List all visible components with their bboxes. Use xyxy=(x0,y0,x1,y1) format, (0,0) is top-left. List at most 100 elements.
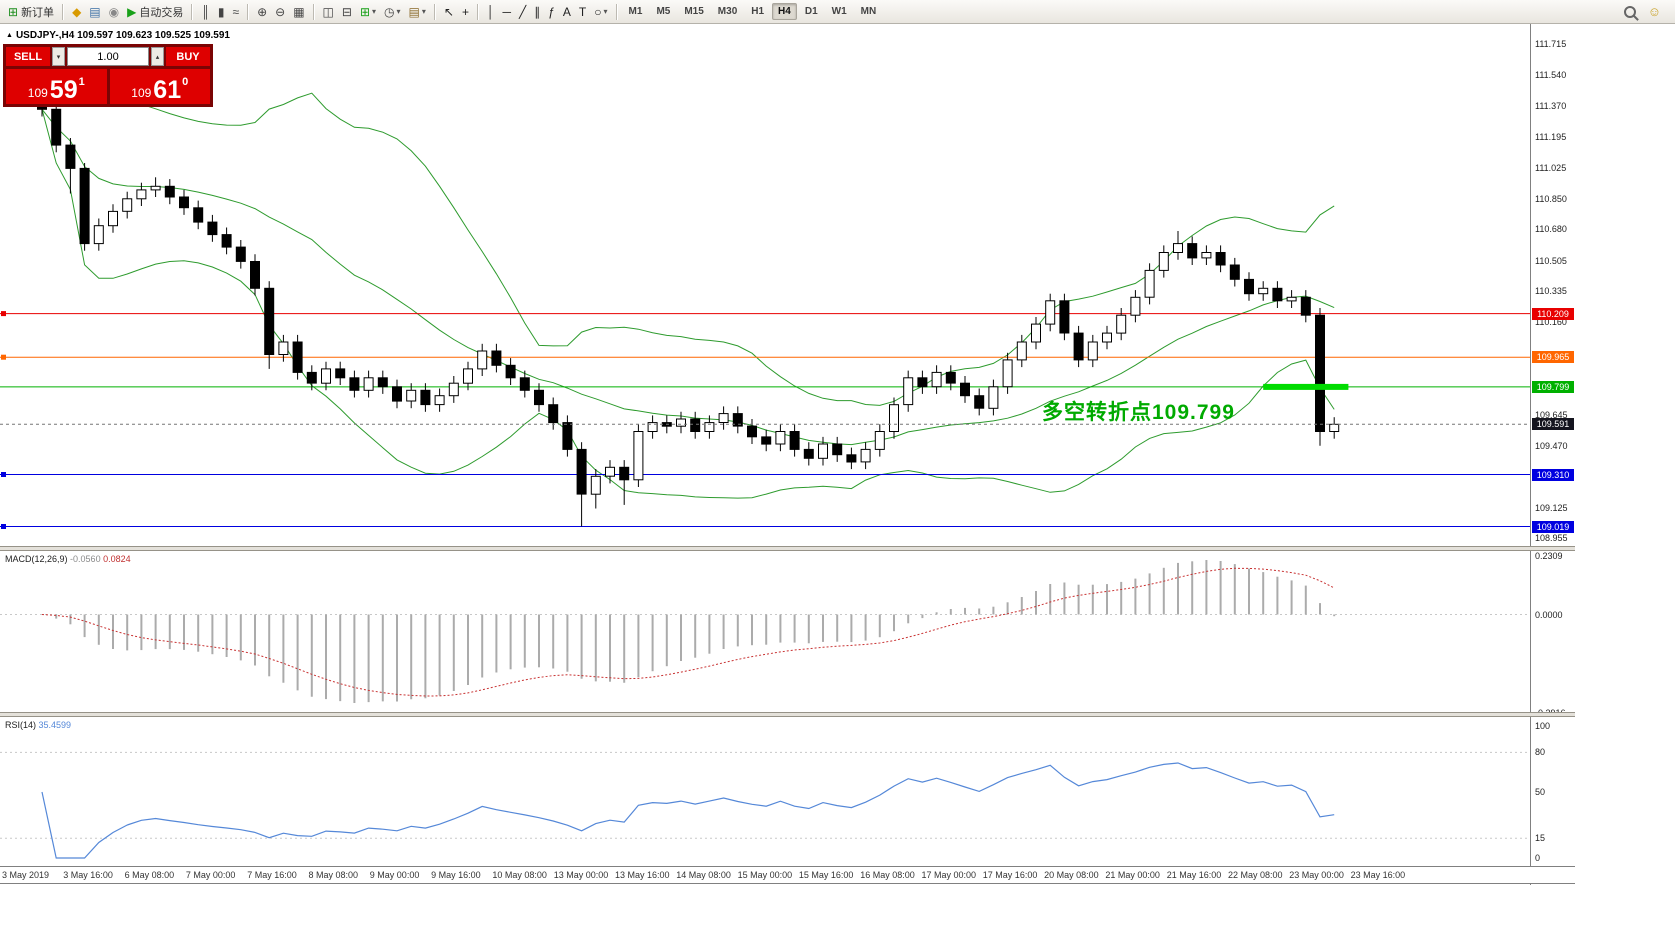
rsi-chart-area[interactable] xyxy=(0,717,1530,866)
toolbar-text-label-button[interactable]: T xyxy=(576,2,589,22)
toolbar-templates-button[interactable]: ▤ ▾ xyxy=(406,2,429,22)
toolbar-zoom-in-button[interactable]: ⊕ xyxy=(254,2,270,22)
candle xyxy=(775,431,786,445)
toolbar-bar-chart-button[interactable]: ║ xyxy=(198,2,213,22)
turning-point-line[interactable] xyxy=(1263,383,1349,390)
candle xyxy=(1016,341,1027,361)
toolbar-shapes-button[interactable]: ○ ▾ xyxy=(591,2,610,22)
data-window-icon: ▤ xyxy=(89,4,101,19)
rsi-plot xyxy=(0,751,1530,859)
time-axis-label: 7 May 00:00 xyxy=(185,870,236,880)
candle xyxy=(477,350,488,370)
line-chart-icon: ≈ xyxy=(232,4,240,19)
time-axis-label: 16 May 08:00 xyxy=(860,870,915,880)
candle xyxy=(534,389,544,406)
toolbar-crosshair-button[interactable]: + xyxy=(459,2,472,22)
sell-price-button[interactable]: 109 59 1 xyxy=(6,69,107,104)
candle xyxy=(1144,269,1155,298)
timeframe-M1-button[interactable]: M1 xyxy=(628,6,643,17)
price-axis-label: 111.715 xyxy=(1535,39,1567,49)
rsi-axis-label: 50 xyxy=(1535,787,1546,797)
volume-input[interactable]: 1.00 xyxy=(67,47,149,66)
line-handle[interactable] xyxy=(1,524,6,529)
toolbar-text-button[interactable]: A xyxy=(560,2,574,22)
text-label-icon: T xyxy=(578,4,587,19)
toolbar-separator xyxy=(62,3,65,20)
candle xyxy=(1286,296,1297,302)
candle xyxy=(1187,243,1198,259)
panel-divider[interactable] xyxy=(0,712,1575,717)
time-axis-label: 17 May 16:00 xyxy=(982,870,1038,880)
toolbar-auto-scroll-button[interactable]: ▦ xyxy=(290,2,307,22)
sell-button[interactable]: SELL xyxy=(6,47,50,66)
crosshair-icon: + xyxy=(461,4,469,19)
toolbar-autotrading-button[interactable]: ▶ 自动交易 xyxy=(124,2,186,22)
one-click-toggle-icon[interactable]: ▲ xyxy=(6,32,13,39)
volume-increase-button[interactable]: ▴ xyxy=(151,47,164,66)
macd-axis-label: 0.2309 xyxy=(1535,551,1563,562)
toolbar-periods-button[interactable]: ◷ ▾ xyxy=(381,2,404,22)
rsi-axis-label: 0 xyxy=(1535,853,1541,863)
bollinger-lower-band xyxy=(41,109,1335,499)
timeframe-H1-button[interactable]: H1 xyxy=(751,6,765,17)
toolbar-trendline-button[interactable]: ╱ xyxy=(516,2,529,22)
price-line-label: 109.019 xyxy=(1532,520,1574,533)
macd-chart-area[interactable] xyxy=(0,551,1530,712)
time-axis[interactable]: 3 May 2019 3 May 16:00 6 May 08:00 7 May 00… xyxy=(0,866,1575,884)
line-handle[interactable] xyxy=(1,472,6,477)
rsi-axis-label: 100 xyxy=(1535,721,1551,731)
zoom-in-icon: ⊕ xyxy=(257,4,268,19)
toolbar-horizontal-line-button[interactable]: ─ xyxy=(499,2,514,22)
timeframe-H4-button[interactable]: H4 xyxy=(772,3,797,20)
price-axis[interactable]: 111.715 111.540 111.370 111.195 111.025 110.8… xyxy=(1530,24,1576,885)
panel-divider[interactable] xyxy=(0,546,1575,551)
candle xyxy=(789,431,800,450)
buy-price-big: 61 xyxy=(153,75,182,104)
timeframe-M15-button[interactable]: M15 xyxy=(684,6,704,17)
price-axis-label: 111.025 xyxy=(1535,162,1567,173)
toolbar-cascade-windows-button[interactable]: ⊟ xyxy=(339,2,355,22)
candlestick-chart-area[interactable] xyxy=(0,26,1530,546)
timeframe-MN-button[interactable]: MN xyxy=(860,6,877,17)
periods-icon: ◷ xyxy=(384,4,395,19)
volume-decrease-button[interactable]: ▾ xyxy=(52,47,65,66)
candle xyxy=(363,377,374,391)
toolbar-vertical-line-button[interactable]: │ xyxy=(484,2,498,22)
toolbar-candlestick-chart-button[interactable]: ▮ xyxy=(215,2,228,22)
rsi-name: RSI(14) xyxy=(5,720,37,730)
toolbar-data-window-button[interactable]: ▤ xyxy=(86,2,103,22)
candle xyxy=(732,413,743,427)
search-icon[interactable] xyxy=(1623,5,1636,18)
toolbar-zoom-out-button[interactable]: ⊖ xyxy=(272,2,288,22)
buy-price-button[interactable]: 109 61 0 xyxy=(109,69,210,104)
candle xyxy=(945,371,956,384)
indicators-caret-icon: ▾ xyxy=(372,7,377,16)
toolbar-tile-windows-button[interactable]: ◫ xyxy=(320,2,337,22)
candle xyxy=(1073,332,1084,361)
time-axis-label: 6 May 08:00 xyxy=(124,870,175,880)
buy-price-prefix: 109 xyxy=(131,85,152,100)
chart-info-line: ▲ USDJPY-,H4 109.597 109.623 109.525 109.… xyxy=(6,30,230,41)
time-axis-label: 10 May 08:00 xyxy=(492,870,547,880)
toolbar-fibonacci-button[interactable]: ƒ xyxy=(545,2,558,22)
timeframe-D1-button[interactable]: D1 xyxy=(804,6,818,17)
shapes-caret-icon: ▾ xyxy=(603,7,608,16)
toolbar-market-watch-button[interactable]: ◆ xyxy=(69,2,84,22)
toolbar-line-chart-button[interactable]: ≈ xyxy=(229,2,242,22)
buy-button[interactable]: BUY xyxy=(166,47,210,66)
candle xyxy=(150,185,161,191)
timeframe-W1-button[interactable]: W1 xyxy=(831,6,847,17)
toolbar-indicators-button[interactable]: ⊞ ▾ xyxy=(357,2,379,22)
line-handle[interactable] xyxy=(1,354,6,360)
toolbar-channel-button[interactable]: ∥ xyxy=(531,2,543,22)
toolbar-navigator-button[interactable]: ◉ xyxy=(106,2,122,22)
timeframe-M5-button[interactable]: M5 xyxy=(656,6,671,17)
toolbar-cursor-button[interactable]: ↖ xyxy=(441,2,457,22)
candle xyxy=(590,475,601,495)
line-handle[interactable] xyxy=(1,311,6,317)
time-axis-label: 3 May 2019 xyxy=(2,870,50,880)
timeframe-M30-button[interactable]: M30 xyxy=(717,6,738,17)
community-icon[interactable]: ☺ xyxy=(1647,4,1661,19)
toolbar-new-order-button[interactable]: ⊞ 新订单 xyxy=(5,2,57,22)
time-axis-label: 23 May 00:00 xyxy=(1289,870,1344,880)
